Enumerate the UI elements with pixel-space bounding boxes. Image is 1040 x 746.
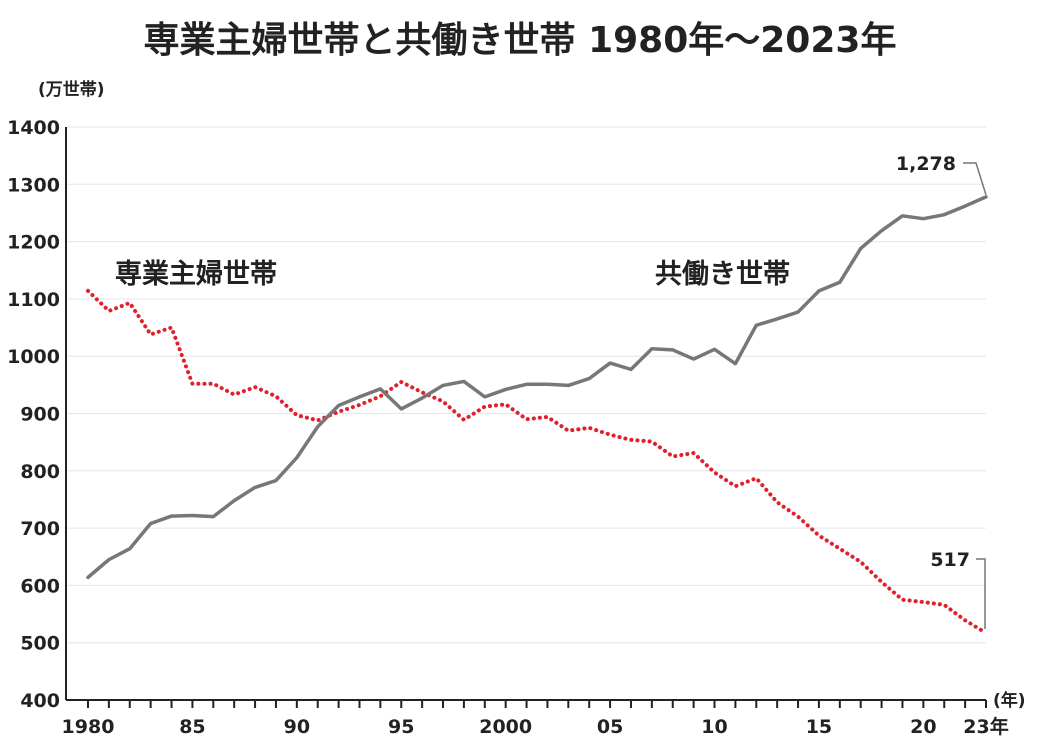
- x-tick-label: 1980: [62, 716, 115, 738]
- y-tick-label: 600: [20, 575, 60, 597]
- x-tick-label: 10: [701, 716, 727, 738]
- x-tick-label: 2000: [479, 716, 532, 738]
- callout-line-dual-income: [963, 162, 987, 196]
- y-tick-label: 400: [20, 690, 60, 712]
- series-line-housewife: [86, 288, 988, 635]
- x-tick-label: 20: [910, 716, 936, 738]
- x-tick-label: 95: [388, 716, 414, 738]
- chart-title: 専業主婦世帯と共働き世帯 1980年～2023年: [144, 20, 897, 61]
- y-tick-label: 1100: [7, 289, 60, 311]
- x-tick-label: 85: [179, 716, 205, 738]
- x-tick-label: 90: [284, 716, 310, 738]
- series-lines: [86, 195, 988, 635]
- y-tick-label: 800: [20, 461, 60, 483]
- series-label-dual-income: 共働き世帯: [655, 258, 790, 290]
- y-tick-label: 1300: [7, 174, 60, 196]
- end-value-dual-income: 1,278: [896, 153, 956, 175]
- y-tick-label: 1200: [7, 232, 60, 254]
- y-tick-label: 900: [20, 404, 60, 426]
- series-label-housewife: 専業主婦世帯: [115, 258, 277, 290]
- end-value-housewife: 517: [930, 549, 970, 571]
- x-tick-label: 05: [597, 716, 623, 738]
- grid-lines: [66, 126, 986, 644]
- x-tick-label: 15: [806, 716, 832, 738]
- y-tick-label: 1000: [7, 346, 60, 368]
- callout-line-housewife: [976, 558, 986, 629]
- y-tick-label: 700: [20, 518, 60, 540]
- y-tick-label: 500: [20, 633, 60, 655]
- end-value-callouts: 1,278 517: [896, 153, 987, 629]
- x-axis-unit-label: (年): [993, 690, 1026, 711]
- y-axis-ticks: 400 500 600 700 800 900 1000 1100 1200 1300 1400: [7, 117, 60, 712]
- series-line-dual-income: [86, 195, 988, 580]
- y-tick-label: 1400: [7, 117, 60, 139]
- y-axis-unit-label: (万世帯): [38, 79, 105, 100]
- x-tick-label: 23年: [963, 715, 1008, 738]
- x-axis-ticks: 1980 85 90 95 2000 05 10 15 20 23年: [62, 700, 1009, 738]
